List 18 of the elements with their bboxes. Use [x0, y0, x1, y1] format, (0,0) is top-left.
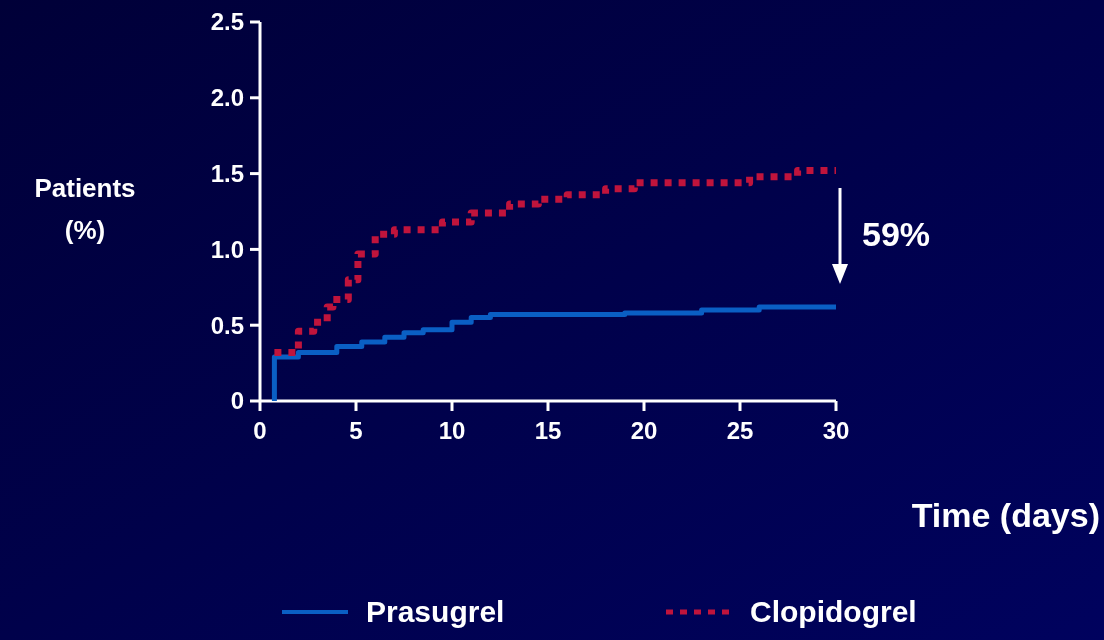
- y-tick-label: 2.5: [210, 8, 244, 36]
- text: 59%: [862, 215, 931, 253]
- y-tick-label: 1.0: [210, 235, 244, 263]
- y-tick-label: 0: [230, 387, 244, 415]
- x-tick-label: 30: [822, 417, 850, 444]
- x-tick-label: 25: [726, 417, 754, 444]
- x-tick-label: 0: [253, 417, 267, 444]
- x-tick-label: 15: [534, 417, 562, 444]
- y-tick-label: 1.5: [210, 160, 244, 187]
- x-tick-label: 5: [349, 417, 363, 444]
- x-tick-label: 20: [630, 417, 658, 444]
- y-axis-title: Patients (%): [34, 173, 136, 245]
- x-tick-label: 10: [438, 417, 466, 444]
- y-tick-label: 2.0: [210, 84, 244, 112]
- legend-label: Prasugrel: [366, 595, 505, 628]
- legend-label: Clopidogrel: [750, 595, 917, 628]
- y-tick-label: 0.5: [210, 311, 244, 339]
- x-axis-title: Time (days): [911, 496, 1100, 534]
